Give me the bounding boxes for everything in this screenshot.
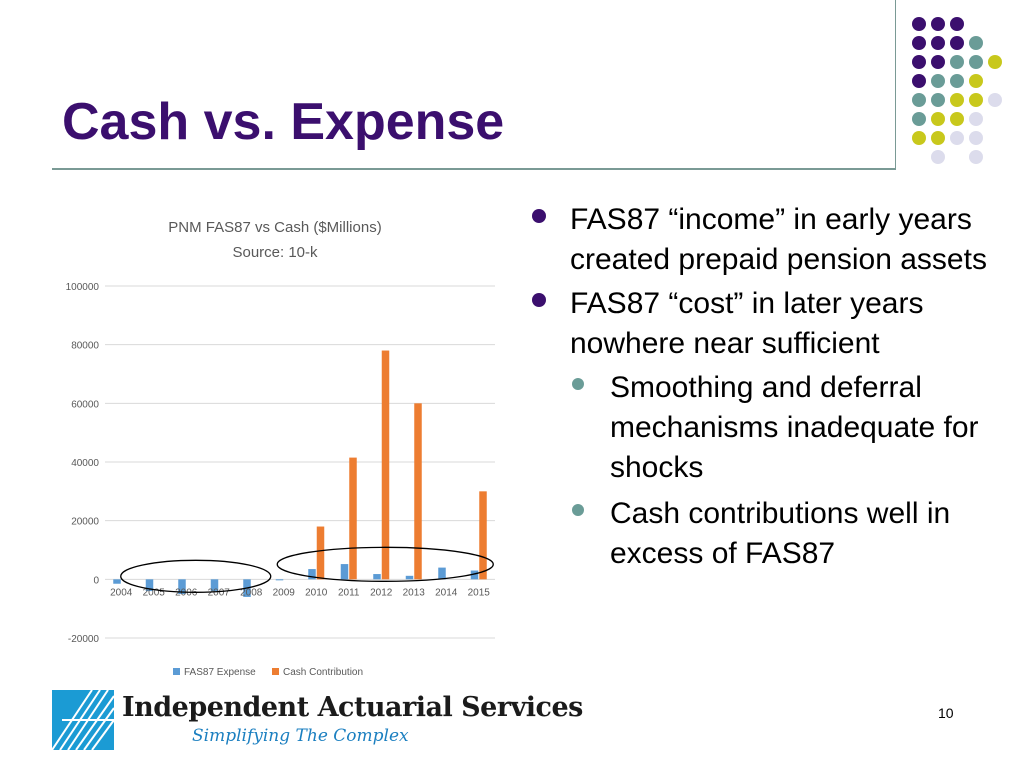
decorative-dot [912,36,926,50]
header-vertical-rule [895,0,896,170]
logo-company-name: Independent Actuarial Services [122,692,583,723]
annotation-ellipse-early [120,559,272,593]
y-tick-label: 40000 [71,458,99,469]
bar-cash-contribution [316,526,325,580]
bar-fas87-expense [470,570,479,580]
decorative-dot [969,112,983,126]
decorative-dot [912,131,926,145]
bar-fas87-expense [438,567,446,580]
bullet-text: FAS87 “income” in early years created pr… [570,203,987,276]
bar-fas87-expense [405,575,414,580]
x-tick-label: 2009 [273,587,296,598]
y-tick-label: 100000 [66,282,100,293]
decorative-dot [950,131,964,145]
legend-label: FAS87 Expense [184,667,256,678]
decorative-dot [969,150,983,164]
bar-fas87-expense [373,574,381,580]
slide-title: Cash vs. Expense [62,93,505,151]
y-tick-label: 20000 [71,517,99,528]
decorative-dot [931,93,945,107]
legend-swatch [173,668,180,675]
x-tick-label: 2008 [240,587,263,598]
x-tick-label: 2005 [143,587,166,598]
x-tick-label: 2014 [435,587,458,598]
decorative-dot [969,93,983,107]
bar-fas87-expense [178,579,186,594]
bullet-text: Smoothing and deferral mechanisms inadeq… [610,371,979,484]
y-tick-label: -20000 [68,634,100,645]
decorative-dot [931,17,945,31]
bullet-text: Cash contributions well in excess of FAS… [610,497,951,570]
decorative-dot [950,17,964,31]
chart-subtitle: Source: 10-k [232,244,318,261]
decorative-dot [931,36,945,50]
bullet-marker-icon [572,378,584,390]
decorative-dot [931,131,945,145]
x-tick-label: 2007 [208,587,231,598]
bullet-item: FAS87 “income” in early years created pr… [528,200,998,280]
decorative-dot [969,74,983,88]
legend-swatch [272,668,279,675]
bar-cash-contribution [479,491,487,580]
decorative-dot [969,55,983,69]
decorative-dot [969,131,983,145]
logo-tagline: Simplifying The Complex [192,726,409,746]
decorative-dot [912,93,926,107]
x-tick-label: 2013 [403,587,426,598]
decorative-dot [931,112,945,126]
decorative-dot [950,74,964,88]
y-tick-label: 60000 [71,399,99,410]
decorative-dot [931,150,945,164]
bullet-marker-icon [572,504,584,516]
bullet-list: FAS87 “income” in early years created pr… [528,200,998,580]
bar-cash-contribution [414,403,422,580]
x-tick-label: 2012 [370,587,393,598]
decorative-dot [931,55,945,69]
bar-fas87-expense [340,564,349,580]
x-tick-label: 2010 [305,587,328,598]
company-logo: Independent Actuarial Services Simplifyi… [52,690,583,752]
bar-cash-contribution [349,457,357,580]
decorative-dot [988,93,1002,107]
decorative-dot [912,112,926,126]
chart-title: PNM FAS87 vs Cash ($Millions) [168,219,381,236]
decorative-dot [912,74,926,88]
bar-fas87-expense [145,579,154,592]
bar-fas87-expense [275,579,284,581]
decorative-dot [988,55,1002,69]
bullet-marker-icon [532,209,546,223]
header-horizontal-rule [52,168,896,170]
decorative-dot [950,36,964,50]
bullet-marker-icon [532,293,546,307]
annotation-ellipse-late [276,546,494,582]
logo-emblem [52,690,114,750]
bullet-item: FAS87 “cost” in later years nowhere near… [528,284,998,364]
bar-fas87-expense [308,569,316,580]
y-tick-label: 80000 [71,341,99,352]
decorative-dot [969,36,983,50]
bar-chart: PNM FAS87 vs Cash ($Millions) Source: 10-… [66,219,495,678]
decorative-dot [912,17,926,31]
x-tick-label: 2011 [338,587,360,598]
x-tick-label: 2015 [468,587,491,598]
sub-bullet-item: Smoothing and deferral mechanisms inadeq… [528,368,998,488]
bar-fas87-expense [113,579,121,584]
page-number: 10 [938,705,954,721]
decorative-dot-grid [912,17,1002,164]
y-tick-label: 0 [93,575,99,586]
legend-label: Cash Contribution [283,667,363,678]
decorative-dot [912,55,926,69]
bar-fas87-expense [210,579,219,592]
bullet-text: FAS87 “cost” in later years nowhere near… [570,287,924,360]
x-tick-label: 2004 [110,587,133,598]
bar-cash-contribution [381,350,390,580]
decorative-dot [931,74,945,88]
decorative-dot [950,93,964,107]
decorative-dot [950,55,964,69]
sub-bullet-item: Cash contributions well in excess of FAS… [528,494,998,574]
decorative-dot [950,112,964,126]
